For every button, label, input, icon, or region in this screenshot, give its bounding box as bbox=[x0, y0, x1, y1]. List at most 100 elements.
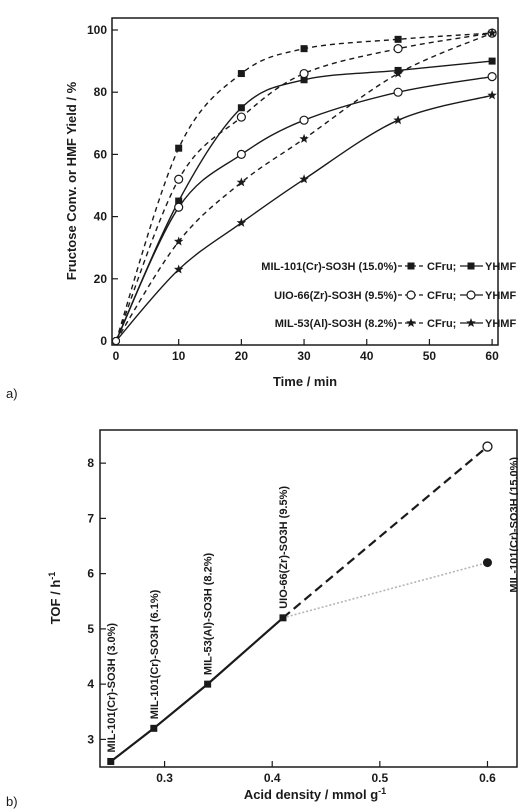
chart-b-xtick-label: 0.3 bbox=[156, 771, 173, 785]
chart-b-point-label: MIL-53(Al)-SO3H (8.2%) bbox=[203, 553, 215, 676]
chart-a-point bbox=[487, 72, 497, 82]
chart-a-frame bbox=[111, 17, 499, 346]
chart-b-main-line bbox=[110, 616, 284, 763]
legend-conv-marker bbox=[406, 290, 416, 300]
chart-b-point-label: MIL-101(Cr)-SO3H (6.1%) bbox=[149, 589, 161, 719]
chart-a-point bbox=[488, 57, 496, 65]
chart-b-point-label: MIL-101(Cr)-SO3H (3.0%) bbox=[106, 623, 118, 753]
chart-b-point-label: UIO-66(Zr)-SO3H (9.5%) bbox=[278, 486, 290, 609]
legend-yield-marker bbox=[466, 290, 476, 300]
chart-b-xlabel: Acid density / mmol g-1 bbox=[244, 786, 386, 802]
chart-b-ylabel: TOF / h-1 bbox=[47, 572, 63, 625]
chart-b-point-open bbox=[482, 441, 493, 452]
chart-b-ytick-label: 6 bbox=[87, 567, 94, 581]
chart-b-point-label: MIL-101(Cr)-SO3H (15.0%) bbox=[509, 457, 518, 593]
chart-a-point bbox=[236, 177, 247, 187]
legend-conv-label: CFru; bbox=[427, 290, 456, 302]
chart-a-point bbox=[236, 217, 247, 227]
chart-a-point bbox=[237, 70, 245, 78]
legend-yield-marker bbox=[467, 262, 475, 270]
chart-b-ytick-label: 3 bbox=[87, 732, 94, 746]
chart-b-ytick-label: 8 bbox=[87, 456, 94, 470]
chart-a-series-line-2 bbox=[115, 60, 493, 342]
chart-b-point bbox=[279, 614, 287, 622]
chart-a-xtick-label: 20 bbox=[235, 349, 249, 363]
chart-a-point bbox=[300, 45, 308, 53]
chart-b-xtick-label: 0.6 bbox=[479, 771, 496, 785]
chart-a-ytick-label: 100 bbox=[87, 23, 107, 37]
chart-a-point bbox=[174, 202, 184, 212]
chart-a-series-line-5 bbox=[115, 32, 493, 342]
chart-b-ytick-label: 5 bbox=[87, 622, 94, 636]
chart-a-series-line-6 bbox=[115, 94, 493, 342]
chart-a-point bbox=[237, 104, 245, 112]
panel-label-a: a) bbox=[6, 386, 18, 401]
legend-yield-label: YHMF bbox=[485, 318, 516, 330]
legend-conv-marker bbox=[407, 262, 415, 270]
chart-b-ytick-label: 7 bbox=[87, 511, 94, 525]
chart-a-xtick-label: 60 bbox=[485, 349, 499, 363]
chart-a-xtick-label: 0 bbox=[113, 349, 120, 363]
chart-b-ytick-label: 4 bbox=[87, 677, 94, 691]
chart-b-branch-filled-line bbox=[282, 561, 488, 619]
legend-conv-marker bbox=[406, 318, 416, 327]
chart-a-legend: MIL-101(Cr)-SO3H (15.0%) CFru; YHMF UIO-66(… bbox=[261, 261, 516, 330]
chart-a-xtick-label: 50 bbox=[423, 349, 437, 363]
chart-a-point bbox=[487, 28, 497, 38]
chart-a-xtick-label: 30 bbox=[297, 349, 311, 363]
chart-a-series-line-3 bbox=[115, 32, 493, 342]
chart-b-point bbox=[107, 757, 115, 765]
chart-a-ytick-label: 20 bbox=[94, 272, 108, 286]
chart-a-point bbox=[300, 76, 308, 84]
legend-catalyst-label: MIL-101(Cr)-SO3H (15.0%) bbox=[261, 261, 397, 273]
chart-a-point bbox=[487, 90, 497, 100]
chart-a-point bbox=[112, 337, 120, 345]
chart-a-ytick-label: 0 bbox=[100, 334, 107, 348]
legend-catalyst-label: MIL-53(Al)-SO3H (8.2%) bbox=[275, 318, 398, 330]
legend-yield-marker bbox=[466, 318, 476, 327]
chart-b-point bbox=[204, 680, 212, 688]
chart-a-point bbox=[393, 68, 403, 78]
chart-b-ylabel-sup: -1 bbox=[47, 572, 57, 580]
chart-a-point bbox=[175, 144, 183, 152]
chart-b-frame bbox=[99, 429, 518, 768]
chart-a-point bbox=[393, 115, 403, 125]
legend-conv-label: CFru; bbox=[427, 318, 456, 330]
chart-a-point bbox=[393, 44, 403, 54]
chart-b-point-filled bbox=[482, 558, 492, 568]
chart-a-ytick-label: 80 bbox=[94, 85, 108, 99]
chart-a-ylabel: Fructose Conv. or HMF Yield / % bbox=[64, 81, 79, 280]
chart-a-xtick-label: 10 bbox=[172, 349, 186, 363]
chart-b-branch-open-line bbox=[282, 445, 489, 619]
legend-yield-label: YHMF bbox=[485, 290, 516, 302]
chart-a-ytick-label: 60 bbox=[94, 147, 108, 161]
chart-a-point bbox=[394, 35, 402, 43]
chart-a-point bbox=[173, 264, 184, 274]
chart-a-ytick-label: 40 bbox=[94, 210, 108, 224]
chart-a-point bbox=[236, 112, 246, 122]
chart-b: 3 4 5 6 7 8 0.3 0.4 0.5 0.6 MIL-101(Cr)-SO3H (3.… bbox=[6, 429, 518, 809]
chart-a-point bbox=[299, 174, 309, 184]
legend-catalyst-label: UIO-66(Zr)-SO3H (9.5%) bbox=[274, 290, 397, 302]
chart-a-point bbox=[299, 68, 309, 79]
chart-b-xlabel-sup: -1 bbox=[378, 786, 386, 796]
chart-a-point bbox=[299, 115, 309, 125]
panel-label-b: b) bbox=[6, 794, 18, 809]
chart-a-xtick-label: 40 bbox=[360, 349, 374, 363]
chart-b-xlabel-text: Acid density / mmol g bbox=[244, 787, 378, 802]
chart-b-ylabel-text: TOF / h bbox=[48, 580, 63, 625]
chart-a-xlabel: Time / min bbox=[273, 374, 337, 389]
legend-yield-label: YHMF bbox=[485, 261, 516, 273]
chart-a-series-line-4 bbox=[115, 76, 493, 342]
chart-a-point bbox=[173, 236, 184, 246]
chart-b-xtick-label: 0.4 bbox=[264, 771, 281, 785]
legend-conv-label: CFru; bbox=[427, 261, 456, 273]
chart-a-point bbox=[174, 174, 184, 184]
chart-a-point bbox=[393, 87, 403, 97]
chart-a-point bbox=[175, 197, 183, 205]
chart-a-point bbox=[299, 133, 309, 143]
chart-a-point bbox=[236, 149, 246, 159]
chart-a: 0 20 40 60 80 100 0 10 20 30 40 50 60 Time / min Fr… bbox=[6, 17, 516, 401]
chart-b-xtick-label: 0.5 bbox=[371, 771, 388, 785]
